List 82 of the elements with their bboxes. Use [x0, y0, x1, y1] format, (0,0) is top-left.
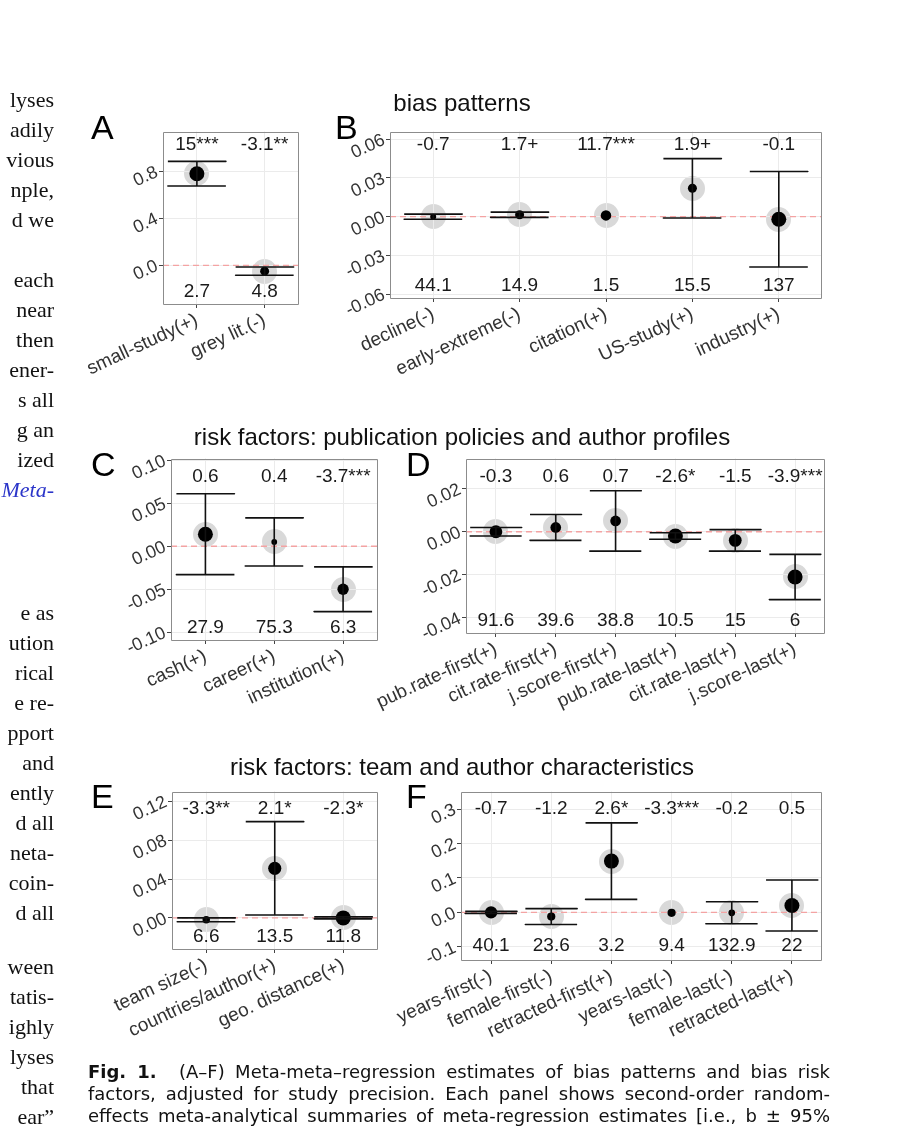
annotation: 9.4 — [658, 934, 686, 956]
annotation: -0.1 — [762, 132, 796, 154]
annotation: 2.1* — [257, 796, 293, 818]
annotation: 10.5 — [656, 609, 694, 631]
annotation: -1.5 — [718, 464, 752, 486]
annotation: 137 — [762, 274, 795, 296]
y-tick-label: 0.3 — [427, 799, 459, 828]
y-tick-label: 0.00 — [423, 521, 464, 555]
annotation: -0.2 — [715, 796, 749, 818]
annotation: -0.7 — [474, 796, 508, 818]
annotation: 44.1 — [414, 274, 452, 296]
y-tick-label: -0.1 — [422, 936, 459, 969]
annotation: 11.7*** — [577, 132, 636, 154]
y-tick-label: 0.00 — [129, 907, 170, 941]
y-tick-label: -0.02 — [418, 564, 464, 601]
text: E — [91, 777, 114, 815]
annotation: 1.7+ — [500, 132, 539, 154]
y-tick-label: 0.08 — [129, 830, 170, 864]
annotation: 38.8 — [597, 609, 635, 631]
annotation: 15 — [724, 609, 746, 631]
y-tick-label: 0.1 — [427, 867, 459, 897]
y-tick-label: 0.00 — [128, 536, 169, 570]
y-tick-label: 0.04 — [129, 869, 170, 902]
y-tick-label: 0.03 — [347, 167, 388, 201]
annotation: 0.5 — [778, 796, 806, 818]
annotation: 14.9 — [501, 274, 539, 296]
y-tick-label: -0.10 — [123, 622, 169, 658]
text: Fig. 1. (A–F) Meta-meta–regression estimates of bias patterns and bias risk factors, adjusted for study precision. Each panel shows second-order random-effects meta-analytical summaries of meta-regression estimates [i.e., b ± 95% — [88, 1061, 830, 1126]
annotation: -0.7 — [416, 132, 450, 154]
text: lyses adily vious nple, d we — [5, 87, 54, 233]
y-tick-label: 0.2 — [427, 833, 459, 863]
annotation: 3.2 — [598, 934, 625, 956]
y-tick-label: 0.12 — [129, 791, 170, 825]
text: each near then ener- s all g an ized Meta- — [0, 267, 54, 503]
y-tick-label: -0.03 — [342, 245, 388, 281]
text: A — [91, 108, 114, 146]
text: e as ution rical e re- pport and ently d all neta- coin- d all — [7, 600, 54, 925]
annotation: 15.5 — [673, 274, 711, 296]
annotation: -2.6* — [655, 464, 697, 486]
annotation: 6.6 — [193, 925, 220, 947]
annotation: 2.7 — [183, 280, 211, 302]
annotation: 0.4 — [261, 464, 288, 486]
annotation: -1.2 — [534, 796, 568, 818]
annotation: -3.3*** — [644, 796, 700, 818]
annotation: 15*** — [175, 132, 220, 154]
annotation: 91.6 — [477, 609, 515, 631]
annotation: 23.6 — [532, 934, 570, 956]
annotation: 0.6 — [542, 464, 569, 486]
annotation: -2.3* — [323, 796, 364, 818]
y-tick-label: -0.05 — [123, 579, 169, 615]
annotation: 2.6* — [594, 796, 629, 818]
annotation: 39.6 — [537, 609, 575, 631]
annotation: -3.3** — [182, 796, 231, 818]
annotation: -0.3 — [479, 464, 513, 486]
text: C — [91, 445, 116, 483]
annotation: 1.9+ — [673, 132, 712, 154]
annotation: 6.3 — [329, 616, 357, 638]
annotation: 6 — [789, 609, 801, 631]
y-tick-label: 0.10 — [128, 450, 169, 484]
text: bias patterns — [393, 89, 531, 116]
annotation: 27.9 — [186, 616, 224, 638]
annotation: 22 — [781, 934, 803, 956]
y-tick-label: 0.05 — [128, 493, 169, 527]
text: ween tatis- ighly lyses that ear” — [6, 954, 54, 1130]
annotation: 4.8 — [251, 280, 278, 302]
annotation: 13.5 — [256, 925, 294, 947]
y-tick-label: -0.04 — [418, 607, 464, 644]
y-tick-label: 0.4 — [129, 208, 161, 238]
y-tick-label: 0.0 — [427, 902, 459, 932]
annotation: -3.7*** — [315, 464, 372, 486]
annotation: 132.9 — [707, 934, 756, 956]
annotation: 0.7 — [602, 464, 629, 486]
annotation: 11.8 — [325, 925, 362, 947]
annotation: 40.1 — [472, 934, 510, 956]
annotation: 1.5 — [592, 274, 620, 296]
y-tick-label: 0.8 — [129, 161, 161, 191]
annotation: -3.9*** — [767, 464, 824, 486]
annotation: 0.6 — [192, 464, 219, 486]
y-tick-label: 0.00 — [347, 206, 388, 240]
annotation: 75.3 — [255, 616, 293, 638]
y-tick-label: 0.0 — [129, 255, 161, 284]
annotation: -3.1** — [240, 132, 289, 154]
